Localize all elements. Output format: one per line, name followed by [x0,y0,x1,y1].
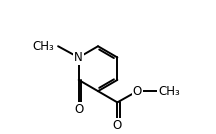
Text: O: O [133,85,142,98]
Text: CH₃: CH₃ [158,85,180,98]
Text: O: O [113,119,122,132]
Text: O: O [74,103,83,116]
Text: N: N [74,51,83,64]
Text: CH₃: CH₃ [33,40,54,53]
